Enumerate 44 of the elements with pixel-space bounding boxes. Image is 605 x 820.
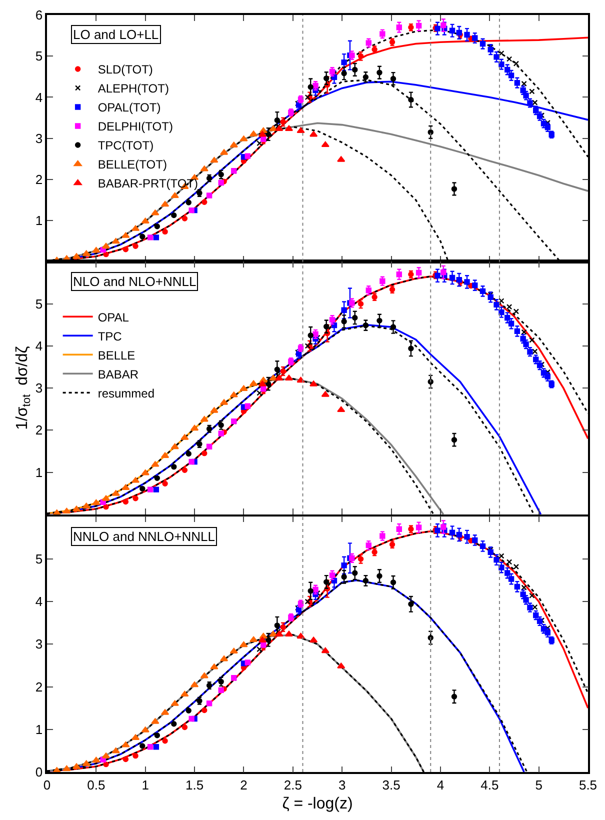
legend-label: resummed xyxy=(98,386,155,400)
y-tick-label: 1 xyxy=(35,213,43,228)
x-axis-title: ζ = -log(z) xyxy=(282,796,353,813)
legend-label: ALEPH(TOT) xyxy=(98,82,169,96)
x-tick-label: 0.5 xyxy=(87,777,106,792)
legend-label: DELPHI(TOT) xyxy=(98,120,173,134)
y-tick-label: 3 xyxy=(35,636,43,652)
legend-label: BABAR-PRT(TOT) xyxy=(98,176,198,191)
x-tick-label: 5 xyxy=(535,777,542,792)
y-tick-label: 5 xyxy=(35,552,43,567)
x-tick-label: 2 xyxy=(240,777,248,792)
legend-label: TPC(TOT) xyxy=(98,138,154,153)
y-tick-label: 2 xyxy=(35,422,43,438)
y-tick-label: 3 xyxy=(35,380,43,396)
legend-label: TPC xyxy=(98,329,122,344)
y-tick-label: 3 xyxy=(35,130,43,146)
x-tick-label: 2.5 xyxy=(284,777,302,792)
x-tick-label: 1 xyxy=(142,777,149,792)
y-tick-label: 1 xyxy=(35,464,43,480)
y-tick-label: 6 xyxy=(35,8,43,23)
x-tick-label: 4 xyxy=(436,777,444,792)
x-tick-label: 3.5 xyxy=(382,777,400,792)
y-tick-label: 1 xyxy=(35,722,43,737)
legend-label: BELLE(TOT) xyxy=(98,158,167,172)
y-tick-label: 5 xyxy=(35,296,43,312)
text: LO and LO+LL xyxy=(73,27,159,42)
legend-label: SLD(TOT) xyxy=(98,62,153,77)
text: NNLO and NNLO+NNLL xyxy=(73,529,215,544)
y-tick-label: 4 xyxy=(35,90,43,105)
y-tick-label: 4 xyxy=(35,594,43,610)
legend-label: OPAL(TOT) xyxy=(98,100,161,115)
y-tick-label: 2 xyxy=(35,679,43,694)
y-tick-label: 0 xyxy=(35,764,43,780)
legend-label: OPAL xyxy=(98,310,130,324)
x-tick-label: 4.5 xyxy=(480,777,499,792)
x-tick-label: 3 xyxy=(338,777,346,792)
text: NLO and NLO+NNLL xyxy=(73,274,196,289)
y-tick-label: 2 xyxy=(35,172,43,188)
legend-label: BELLE xyxy=(98,348,136,362)
x-tick-label: 1.5 xyxy=(186,777,204,792)
legend-label: BABAR xyxy=(98,367,139,382)
y-tick-label: 4 xyxy=(35,338,43,354)
x-tick-label: 5.5 xyxy=(578,777,598,792)
y-tick-label: 5 xyxy=(35,48,43,64)
